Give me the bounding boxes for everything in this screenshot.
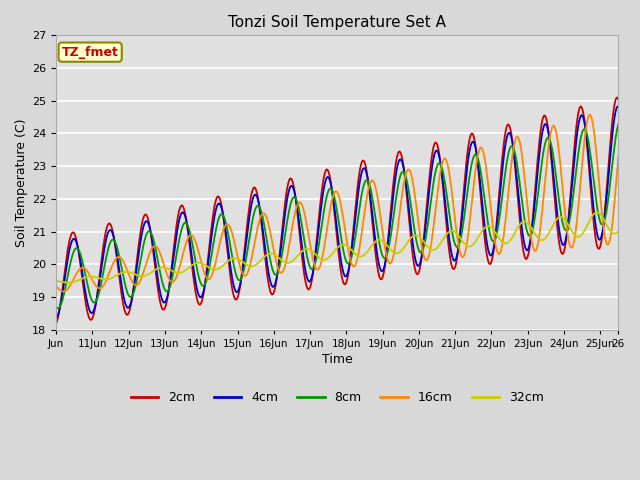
32cm [593,210,600,216]
2cm [307,283,314,289]
4cm [383,245,391,251]
2cm [52,321,60,326]
2cm [152,269,159,275]
4cm [307,278,314,284]
32cm [52,278,60,284]
Y-axis label: Soil Temperature (C): Soil Temperature (C) [15,118,28,247]
16cm [52,283,60,289]
2cm [614,95,621,100]
2cm [197,301,205,307]
32cm [153,266,161,272]
4cm [52,315,60,321]
4cm [476,173,483,179]
8cm [477,167,484,173]
2cm [428,155,435,161]
2cm [476,179,483,185]
8cm [198,282,205,288]
16cm [586,112,594,118]
16cm [308,249,316,255]
16cm [153,244,161,250]
2cm [383,242,391,248]
2cm [614,96,622,102]
32cm [385,244,392,250]
4cm [152,261,159,266]
4cm [428,168,435,173]
8cm [54,305,62,311]
32cm [614,228,622,234]
4cm [614,104,622,109]
32cm [308,248,316,253]
Line: 32cm: 32cm [56,213,618,283]
Line: 4cm: 4cm [56,107,618,318]
16cm [614,154,622,159]
X-axis label: Time: Time [322,353,353,366]
16cm [198,261,205,266]
Text: TZ_fmet: TZ_fmet [62,46,118,59]
8cm [308,266,316,272]
Legend: 2cm, 4cm, 8cm, 16cm, 32cm: 2cm, 4cm, 8cm, 16cm, 32cm [125,386,549,409]
16cm [429,232,436,238]
8cm [614,121,622,127]
8cm [385,246,392,252]
Line: 2cm: 2cm [56,97,618,324]
Line: 16cm: 16cm [56,115,618,291]
16cm [477,145,484,151]
8cm [52,304,60,310]
32cm [65,280,73,286]
4cm [197,295,205,300]
32cm [477,231,484,237]
16cm [60,288,67,294]
32cm [198,261,205,266]
32cm [429,247,436,253]
Title: Tonzi Soil Temperature Set A: Tonzi Soil Temperature Set A [228,15,446,30]
Line: 8cm: 8cm [56,124,618,308]
8cm [153,251,161,257]
16cm [385,259,392,264]
8cm [429,186,436,192]
